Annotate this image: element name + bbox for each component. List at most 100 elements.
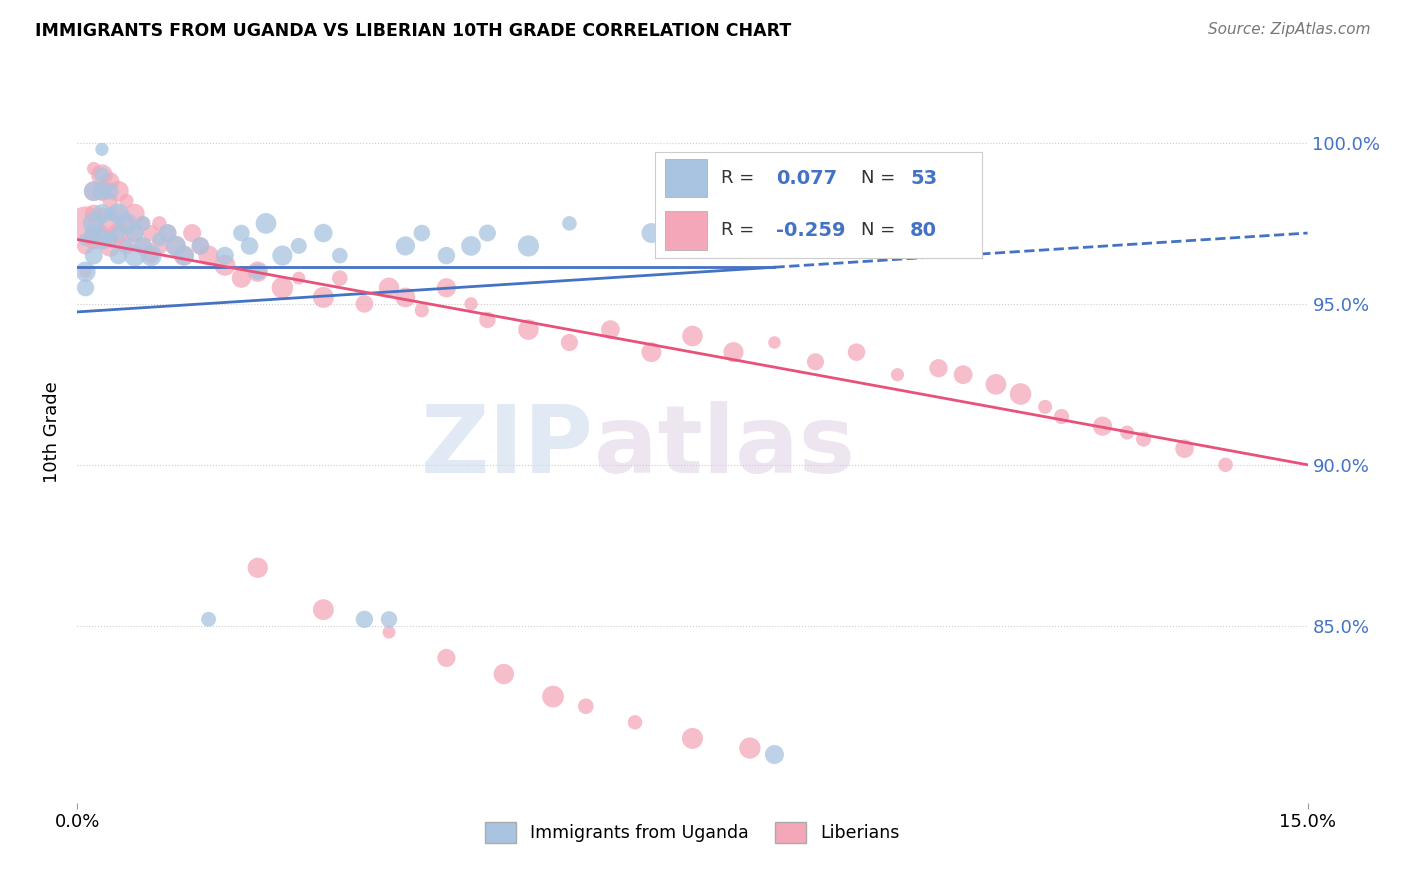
Point <box>156 226 179 240</box>
Point <box>436 651 458 665</box>
Point <box>517 323 540 337</box>
Point <box>124 226 146 240</box>
Point <box>132 239 155 253</box>
Point <box>984 377 1007 392</box>
Point <box>98 216 121 230</box>
Point <box>682 329 704 343</box>
Point <box>477 226 499 240</box>
Point <box>115 216 138 230</box>
Point <box>148 216 170 230</box>
Point <box>723 226 745 240</box>
Point <box>558 335 581 350</box>
Point <box>107 226 129 240</box>
Point <box>1174 442 1197 456</box>
Point <box>107 226 129 240</box>
Text: -0.259: -0.259 <box>776 221 845 240</box>
Point <box>90 184 114 198</box>
Point <box>436 249 458 263</box>
Point <box>378 612 401 626</box>
Point <box>231 226 253 240</box>
Point <box>156 226 179 240</box>
Point <box>254 216 277 230</box>
Point <box>115 239 138 253</box>
Point <box>575 699 598 714</box>
Point <box>75 281 97 295</box>
Point <box>1116 425 1139 440</box>
FancyBboxPatch shape <box>665 159 707 197</box>
Legend: Immigrants from Uganda, Liberians: Immigrants from Uganda, Liberians <box>478 814 907 850</box>
Point <box>312 602 335 616</box>
Point <box>115 239 138 253</box>
Point <box>599 323 621 337</box>
Point <box>107 249 129 263</box>
Text: N =: N = <box>860 169 896 187</box>
Point <box>83 184 105 198</box>
Point <box>928 361 950 376</box>
Text: 0.077: 0.077 <box>776 169 837 188</box>
Point <box>214 249 236 263</box>
Point <box>107 184 129 198</box>
Point <box>83 184 105 198</box>
Point <box>353 297 375 311</box>
Text: Source: ZipAtlas.com: Source: ZipAtlas.com <box>1208 22 1371 37</box>
Point <box>98 194 121 208</box>
Point <box>75 265 97 279</box>
Point <box>460 239 482 253</box>
Point <box>115 194 138 208</box>
Point <box>83 232 105 246</box>
Point <box>312 226 335 240</box>
Point <box>378 625 401 640</box>
Point <box>83 216 105 230</box>
Point <box>214 258 236 272</box>
Point <box>98 184 121 198</box>
Point <box>329 249 352 263</box>
Point <box>640 226 662 240</box>
Point <box>411 226 433 240</box>
Point <box>517 239 540 253</box>
Point <box>845 345 868 359</box>
Point <box>148 239 170 253</box>
Point <box>541 690 564 704</box>
Point <box>75 216 97 230</box>
Text: IMMIGRANTS FROM UGANDA VS LIBERIAN 10TH GRADE CORRELATION CHART: IMMIGRANTS FROM UGANDA VS LIBERIAN 10TH … <box>35 22 792 40</box>
Text: N =: N = <box>860 221 896 239</box>
Point <box>90 142 114 156</box>
Point <box>188 239 212 253</box>
Point <box>271 249 294 263</box>
Point <box>329 271 352 285</box>
Point <box>952 368 974 382</box>
Point <box>141 249 163 263</box>
Point <box>124 249 146 263</box>
Text: 80: 80 <box>910 221 938 240</box>
Point <box>271 281 294 295</box>
Point <box>763 747 786 762</box>
Point <box>124 207 146 221</box>
Point <box>394 239 416 253</box>
Point <box>132 216 155 230</box>
Point <box>141 249 163 263</box>
Point <box>98 239 121 253</box>
Point <box>1091 419 1114 434</box>
Point <box>288 271 311 285</box>
Point <box>682 731 704 746</box>
Text: R =: R = <box>721 169 754 187</box>
Point <box>1132 432 1154 446</box>
Point <box>124 226 146 240</box>
FancyBboxPatch shape <box>665 211 707 250</box>
Point <box>1215 458 1237 472</box>
Point <box>90 168 114 182</box>
Point <box>1033 400 1056 414</box>
Point <box>353 612 375 626</box>
Point <box>886 368 908 382</box>
Point <box>181 226 204 240</box>
Point <box>460 297 482 311</box>
Point <box>132 239 155 253</box>
Point <box>148 232 170 246</box>
Point <box>75 239 97 253</box>
Y-axis label: 10th Grade: 10th Grade <box>44 382 62 483</box>
Point <box>231 271 253 285</box>
Point <box>640 345 662 359</box>
Point <box>188 239 212 253</box>
Point <box>738 741 761 756</box>
Point <box>246 265 269 279</box>
